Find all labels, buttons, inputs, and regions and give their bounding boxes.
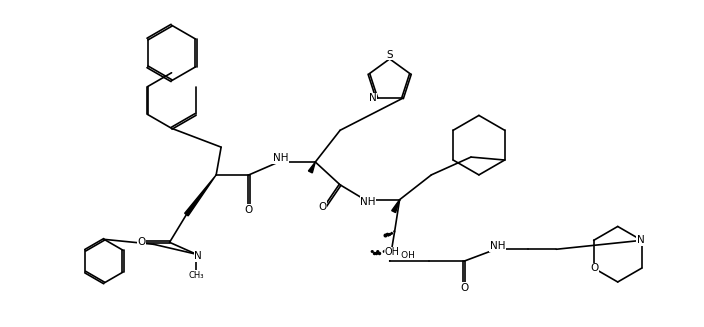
Text: NH: NH — [490, 241, 505, 251]
Text: CH₃: CH₃ — [189, 270, 204, 280]
Text: O: O — [460, 283, 468, 293]
Text: N: N — [369, 93, 377, 103]
Text: N: N — [194, 251, 202, 261]
Text: O: O — [245, 205, 253, 215]
Polygon shape — [184, 175, 216, 216]
Text: O: O — [318, 202, 327, 212]
Text: NH: NH — [360, 197, 376, 207]
Text: NH: NH — [273, 153, 289, 163]
Text: •••: ••• — [368, 247, 387, 257]
Text: N: N — [637, 235, 645, 245]
Text: O: O — [138, 237, 146, 247]
Text: OH: OH — [384, 247, 400, 257]
Text: O: O — [591, 263, 599, 273]
Text: •••OH: •••OH — [386, 251, 415, 260]
Polygon shape — [308, 162, 315, 173]
Polygon shape — [391, 200, 400, 213]
Text: S: S — [386, 50, 393, 60]
Text: OH: OH — [384, 247, 400, 257]
